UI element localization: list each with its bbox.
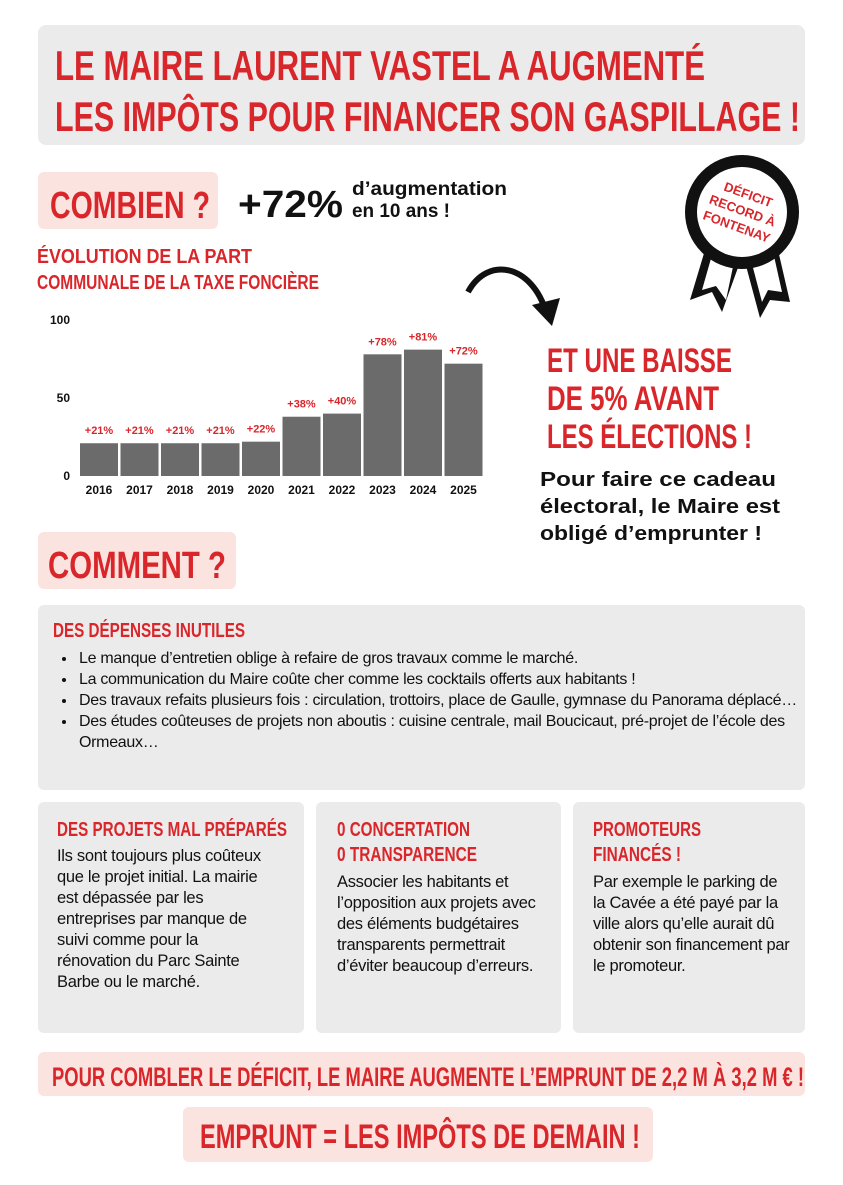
x-tick-label: 2017 xyxy=(126,483,153,497)
column-text: Par exemple le parking de la Cavée a été… xyxy=(593,873,790,975)
figure-text: en 10 ans ! xyxy=(352,201,450,222)
x-tick-label: 2018 xyxy=(167,483,194,497)
column-title: DES PROJETS MAL PRÉPARÉS xyxy=(57,818,287,841)
bar xyxy=(323,413,361,476)
bar xyxy=(80,443,118,476)
column-title: PROMOTEURS xyxy=(593,819,701,841)
conclusion-box xyxy=(38,1052,805,1096)
value-label: +21% xyxy=(85,425,114,437)
x-tick-label: 2021 xyxy=(288,483,315,497)
combien-box xyxy=(38,172,218,229)
conclusion: POUR COMBLER LE DÉFICIT, LE MAIRE AUGMEN… xyxy=(52,1061,804,1092)
bar xyxy=(444,363,483,476)
footer: EMPRUNT = LES IMPÔTS DE DEMAIN ! xyxy=(200,1117,640,1156)
value-label: +40% xyxy=(328,396,357,408)
value-label: +78% xyxy=(368,336,397,348)
footer-box xyxy=(183,1107,653,1162)
baisse-title: DE 5% AVANT xyxy=(547,380,719,418)
x-tick-label: 2023 xyxy=(369,483,396,497)
baisse-text: obligé d’emprunter ! xyxy=(540,523,762,545)
badge: DÉFICIT RECORD À FONTENAY xyxy=(685,155,799,318)
baisse-title: LES ÉLECTIONS ! xyxy=(547,418,752,456)
x-tick-label: 2024 xyxy=(410,483,437,497)
column-title: 0 CONCERTATION xyxy=(337,819,470,841)
x-tick-label: 2025 xyxy=(450,483,477,497)
bar xyxy=(242,441,280,476)
list-item: Le manque d’entretien oblige à refaire d… xyxy=(77,648,812,669)
chart-title: ÉVOLUTION DE LA PART xyxy=(37,245,252,268)
list-item: La communication du Maire coûte cher com… xyxy=(77,669,812,690)
column-box xyxy=(316,802,561,1033)
x-tick-label: 2016 xyxy=(86,483,113,497)
badge-face xyxy=(697,167,787,257)
value-label: +72% xyxy=(449,346,478,358)
value-label: +22% xyxy=(247,424,276,436)
value-label: +21% xyxy=(166,425,195,437)
bar xyxy=(201,443,240,476)
bar xyxy=(120,443,159,476)
baisse-text: électoral, le Maire est xyxy=(540,496,780,518)
header-title: LE MAIRE LAURENT VASTEL A AUGMENTÉ xyxy=(55,42,705,89)
header-title: LES IMPÔTS POUR FINANCER SON GASPILLAGE … xyxy=(55,92,800,140)
comment-label: COMMENT ? xyxy=(48,545,226,587)
value-label: +81% xyxy=(409,332,438,344)
figure: +72% xyxy=(238,184,343,226)
x-tick-label: 2020 xyxy=(248,483,275,497)
baisse-text: Pour faire ce cadeau xyxy=(540,469,776,491)
combien-label: COMBIEN ? xyxy=(50,185,210,227)
arrow xyxy=(465,266,549,313)
bar-chart: 0 50 100 +21% 2016 +21% 2017 +21% 2018 +21% 2019 +2… xyxy=(50,313,483,497)
value-label: +38% xyxy=(287,399,316,411)
bar xyxy=(404,349,442,476)
list-item: Des travaux refaits plusieurs fois : cir… xyxy=(77,690,812,711)
depenses-list: Le manque d’entretien oblige à refaire d… xyxy=(55,648,812,753)
x-tick-label: 2022 xyxy=(329,483,356,497)
bar xyxy=(282,416,321,476)
depenses-title: DES DÉPENSES INUTILES xyxy=(53,619,245,642)
value-label: +21% xyxy=(206,425,235,437)
y-tick-label: 50 xyxy=(57,391,71,405)
baisse-title: ET UNE BAISSE xyxy=(547,342,732,380)
column-box xyxy=(38,802,304,1033)
column-title: 0 TRANSPARENCE xyxy=(337,844,477,866)
y-tick-label: 0 xyxy=(63,469,70,483)
column-title: FINANCÉS ! xyxy=(593,843,681,866)
chart-title: COMMUNALE DE LA TAXE FONCIÈRE xyxy=(37,271,319,294)
list-item: Des études coûteuses de projets non abou… xyxy=(77,711,812,753)
figure-text: d’augmentation xyxy=(352,179,507,200)
bar xyxy=(161,443,199,476)
column-text: Associer les habitants et l’opposition a… xyxy=(337,873,536,975)
arrow-head xyxy=(532,298,560,326)
y-tick-label: 100 xyxy=(50,313,70,327)
comment-box xyxy=(38,532,236,589)
depenses-box xyxy=(38,605,805,790)
value-label: +21% xyxy=(125,425,154,437)
column-text: Ils sont toujours plus coûteux que le pr… xyxy=(57,847,261,991)
x-tick-label: 2019 xyxy=(207,483,234,497)
ribbon-inner xyxy=(752,256,782,302)
header-box xyxy=(38,25,805,145)
bar xyxy=(363,354,402,476)
column-box xyxy=(573,802,805,1033)
